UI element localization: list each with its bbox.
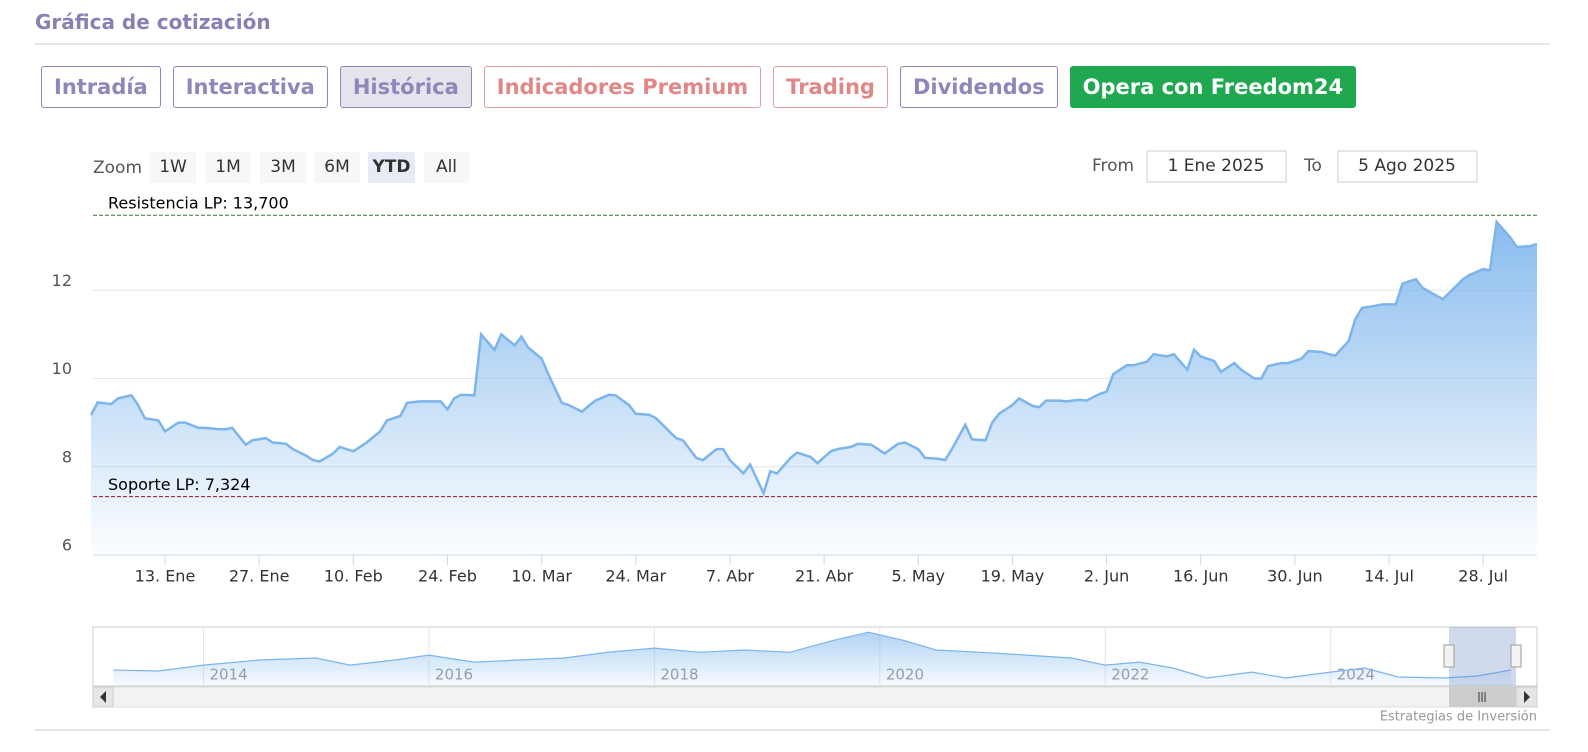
tab[interactable]: Intradía	[41, 66, 161, 108]
from-value: 1 Ene 2025	[1168, 156, 1265, 176]
x-tick-label: 2. Jun	[1084, 567, 1129, 586]
grip	[1478, 692, 1486, 702]
x-tick-label: 24. Feb	[418, 567, 477, 586]
arrow	[100, 691, 106, 703]
from-label: From	[1092, 156, 1134, 176]
credit: Estrategias de Inversión	[1380, 710, 1537, 725]
zoom-button-label: 6M	[324, 157, 349, 177]
tab[interactable]: Trading	[773, 66, 888, 108]
navigator-handle[interactable]	[1510, 644, 1522, 668]
x-tick-label: 19. May	[981, 567, 1045, 586]
zoom-button[interactable]	[260, 152, 306, 183]
x-tick-label: 24. Mar	[605, 567, 666, 586]
x-tick-label: 10. Feb	[324, 567, 383, 586]
x-tick-label: 28. Jul	[1458, 567, 1508, 586]
navigator-handle[interactable]	[1443, 644, 1455, 668]
arrow	[1524, 691, 1530, 703]
plot-line-label: Resistencia LP: 13,700	[108, 194, 289, 213]
tab[interactable]: Interactiva	[172, 66, 328, 108]
zoom-button-label: YTD	[371, 157, 410, 177]
zoom-button[interactable]	[424, 152, 469, 183]
navigator-area	[113, 632, 1512, 686]
x-tick-label: 10. Mar	[511, 567, 572, 586]
zoom-button-label: 1W	[159, 157, 187, 177]
scrollbar	[92, 686, 1538, 708]
to-value: 5 Ago 2025	[1358, 156, 1456, 176]
zoom-button-label: 1M	[215, 157, 240, 177]
page-title: Gráfica de cotización	[35, 10, 271, 34]
zoom-label: Zoom	[93, 158, 142, 178]
to-input[interactable]	[1337, 150, 1478, 183]
zoom-button[interactable]	[150, 152, 196, 183]
zoom-button[interactable]	[368, 152, 415, 183]
x-tick-label: 27. Ene	[229, 567, 290, 586]
x-tick-label: 16. Jun	[1173, 567, 1229, 586]
zoom-button-label: 3M	[270, 157, 295, 177]
x-tick-label: 13. Ene	[135, 567, 196, 586]
y-tick-label: 10	[52, 359, 72, 378]
plot-line-label: Soporte LP: 7,324	[108, 475, 251, 494]
navigator-line	[113, 631, 1512, 679]
tab[interactable]: Indicadores Premium	[483, 66, 762, 108]
y-tick-label: 12	[52, 271, 72, 290]
tab-bar: Intradía Interactiva Histórica Indicadores …	[41, 66, 1357, 108]
tab[interactable]: Opera con Freedom24	[1069, 66, 1357, 108]
from-input[interactable]	[1146, 150, 1287, 183]
to-label: To	[1303, 156, 1322, 176]
x-tick-label: 14. Jul	[1364, 567, 1414, 586]
zoom-button-label: All	[436, 157, 457, 177]
line	[89, 219, 1538, 497]
tab[interactable]: Histórica	[339, 66, 472, 108]
area	[91, 221, 1537, 555]
x-tick-label: 7. Abr	[706, 567, 754, 586]
navigator-selection[interactable]	[1449, 627, 1516, 686]
y-tick-label: 8	[62, 447, 72, 466]
x-tick-label: 21. Abr	[795, 567, 854, 586]
x-tick-label: 5. May	[892, 567, 945, 586]
zoom-button[interactable]	[314, 152, 360, 183]
x-tick-label: 30. Jun	[1267, 567, 1323, 586]
tab[interactable]: Dividendos	[899, 66, 1058, 108]
y-tick-label: 6	[62, 536, 72, 555]
zoom-button[interactable]	[205, 152, 251, 183]
